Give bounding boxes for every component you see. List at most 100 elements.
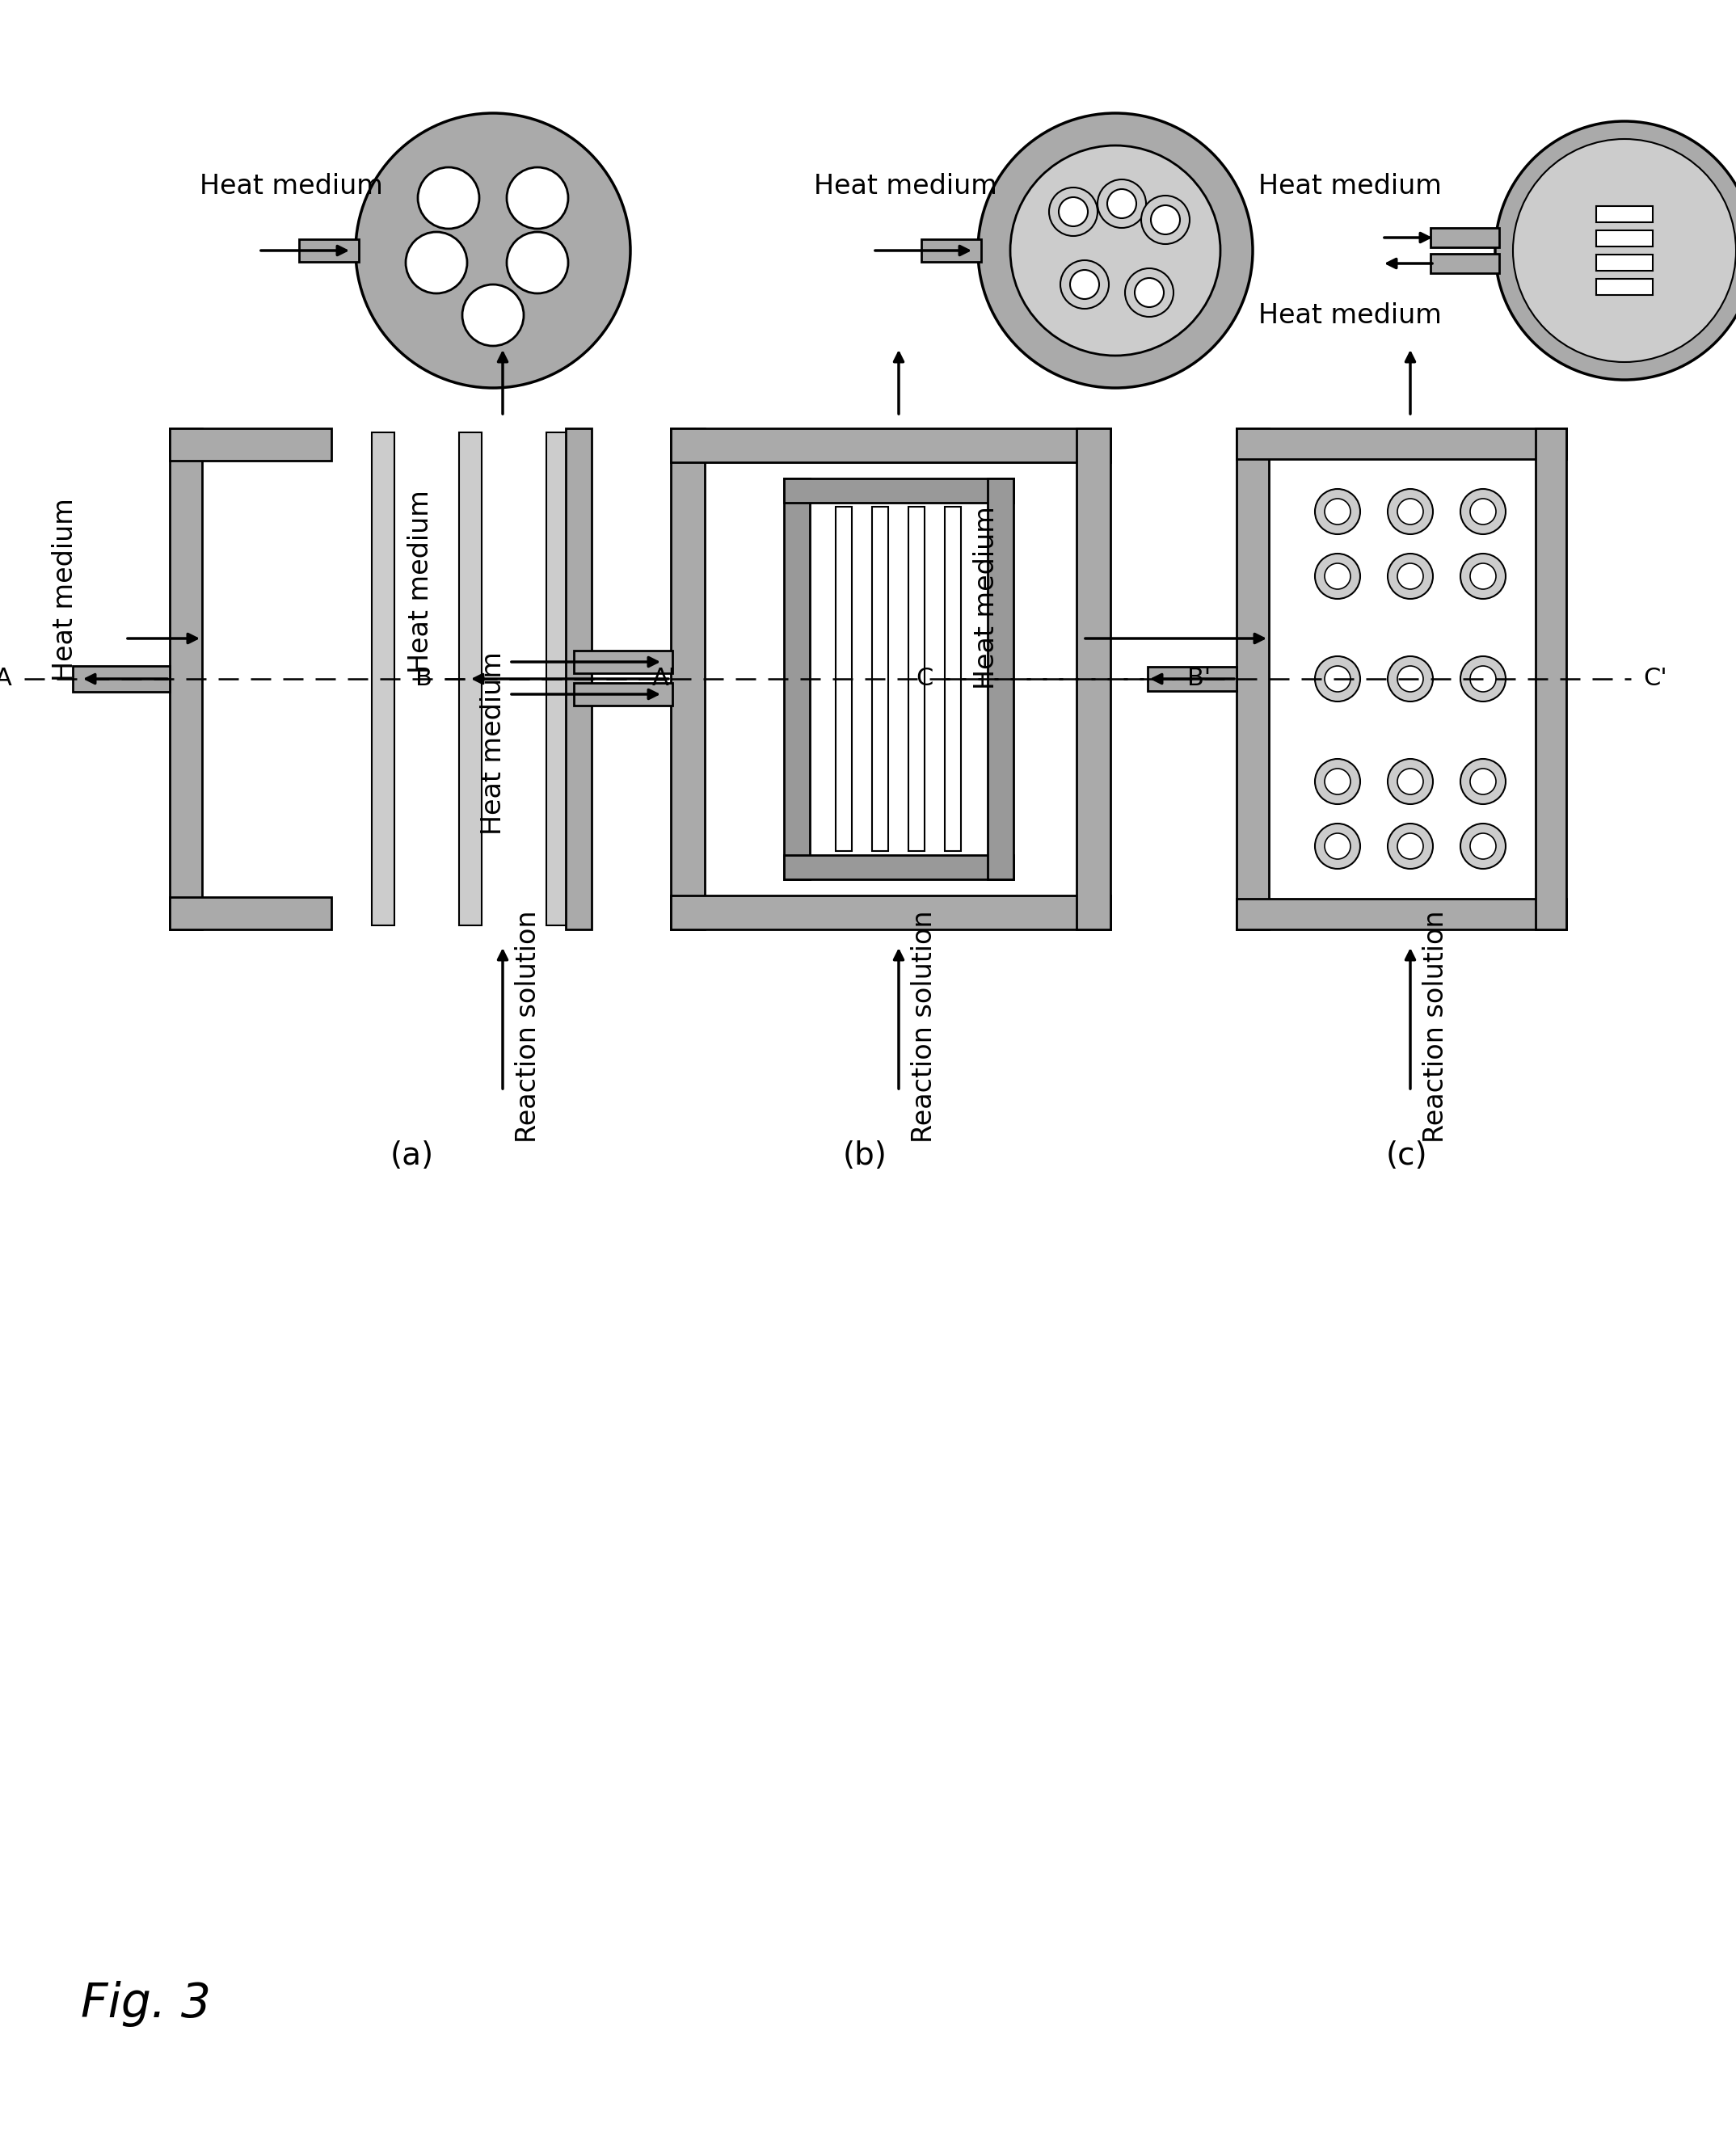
Bar <box>1536 429 1566 930</box>
Circle shape <box>1397 563 1424 588</box>
Bar <box>908 507 925 851</box>
Circle shape <box>1125 269 1174 318</box>
Bar <box>1430 254 1500 273</box>
Circle shape <box>1470 563 1496 588</box>
Circle shape <box>1397 770 1424 795</box>
Text: Heat medium: Heat medium <box>406 490 434 674</box>
Text: Heat medium: Heat medium <box>972 507 1000 691</box>
Circle shape <box>1387 657 1432 701</box>
Circle shape <box>1314 488 1361 535</box>
Text: Reaction solution: Reaction solution <box>1422 910 1450 1143</box>
Bar <box>1236 429 1269 930</box>
Circle shape <box>1470 499 1496 524</box>
Bar <box>1236 429 1566 458</box>
Bar <box>372 433 394 925</box>
Bar <box>835 507 852 851</box>
Circle shape <box>1387 759 1432 804</box>
Text: A: A <box>0 667 12 691</box>
Bar <box>670 429 705 930</box>
Text: Heat medium: Heat medium <box>52 499 78 682</box>
Circle shape <box>406 232 467 294</box>
Bar <box>1595 230 1653 247</box>
Text: Heat medium: Heat medium <box>479 652 507 836</box>
Circle shape <box>1141 196 1189 243</box>
Text: Reaction solution: Reaction solution <box>516 910 542 1143</box>
Circle shape <box>1325 834 1351 859</box>
Circle shape <box>1108 190 1137 217</box>
Circle shape <box>1061 260 1109 309</box>
Circle shape <box>1325 499 1351 524</box>
Circle shape <box>356 113 630 388</box>
Circle shape <box>1135 277 1163 307</box>
Circle shape <box>1325 665 1351 691</box>
Circle shape <box>1470 770 1496 795</box>
Bar <box>988 478 1014 878</box>
Circle shape <box>1397 665 1424 691</box>
Text: A': A' <box>653 667 675 691</box>
Bar <box>1147 667 1236 691</box>
Circle shape <box>1495 122 1736 379</box>
Bar <box>170 429 332 461</box>
Bar <box>1430 228 1500 247</box>
Circle shape <box>1514 139 1736 362</box>
Text: B': B' <box>1187 667 1210 691</box>
Circle shape <box>1460 823 1505 870</box>
Bar <box>170 429 201 930</box>
Bar <box>73 665 170 691</box>
Text: B: B <box>415 667 432 691</box>
Text: (a): (a) <box>391 1141 434 1170</box>
Circle shape <box>462 284 524 345</box>
Bar <box>670 429 1111 463</box>
Text: Fig. 3: Fig. 3 <box>82 1981 212 2028</box>
Bar <box>575 682 672 706</box>
Circle shape <box>1397 834 1424 859</box>
Text: Heat medium: Heat medium <box>814 173 996 198</box>
Circle shape <box>977 113 1253 388</box>
Circle shape <box>1325 563 1351 588</box>
Circle shape <box>1325 770 1351 795</box>
Text: Heat medium: Heat medium <box>1259 173 1441 198</box>
Bar <box>1595 254 1653 271</box>
Bar <box>670 895 1111 930</box>
Circle shape <box>1069 271 1099 298</box>
Circle shape <box>1387 554 1432 599</box>
Bar <box>785 855 1014 878</box>
Bar <box>871 507 889 851</box>
Bar <box>1236 900 1566 930</box>
Text: C: C <box>917 667 934 691</box>
Text: C': C' <box>1642 667 1667 691</box>
Bar <box>922 239 981 262</box>
Circle shape <box>1010 145 1220 356</box>
Circle shape <box>1460 759 1505 804</box>
Bar <box>575 650 672 674</box>
Bar <box>299 239 359 262</box>
Circle shape <box>1049 188 1097 237</box>
Circle shape <box>507 166 568 228</box>
Text: Heat medium: Heat medium <box>1259 303 1441 328</box>
Circle shape <box>1314 759 1361 804</box>
Bar <box>547 433 569 925</box>
Circle shape <box>1059 196 1088 226</box>
Bar <box>1595 279 1653 294</box>
Circle shape <box>1314 823 1361 870</box>
Circle shape <box>1097 179 1146 228</box>
Circle shape <box>1387 488 1432 535</box>
Bar <box>785 478 1014 503</box>
Circle shape <box>1470 665 1496 691</box>
Circle shape <box>1151 205 1180 235</box>
Circle shape <box>507 232 568 294</box>
Bar <box>170 898 332 930</box>
Bar <box>458 433 481 925</box>
Circle shape <box>1470 834 1496 859</box>
Circle shape <box>1314 554 1361 599</box>
Circle shape <box>1460 488 1505 535</box>
Circle shape <box>1387 823 1432 870</box>
Bar <box>1076 429 1111 930</box>
Bar <box>785 478 809 878</box>
Bar <box>944 507 962 851</box>
Circle shape <box>1460 554 1505 599</box>
Bar <box>1595 207 1653 222</box>
Circle shape <box>418 166 479 228</box>
Text: Heat medium: Heat medium <box>200 173 382 198</box>
Circle shape <box>1397 499 1424 524</box>
